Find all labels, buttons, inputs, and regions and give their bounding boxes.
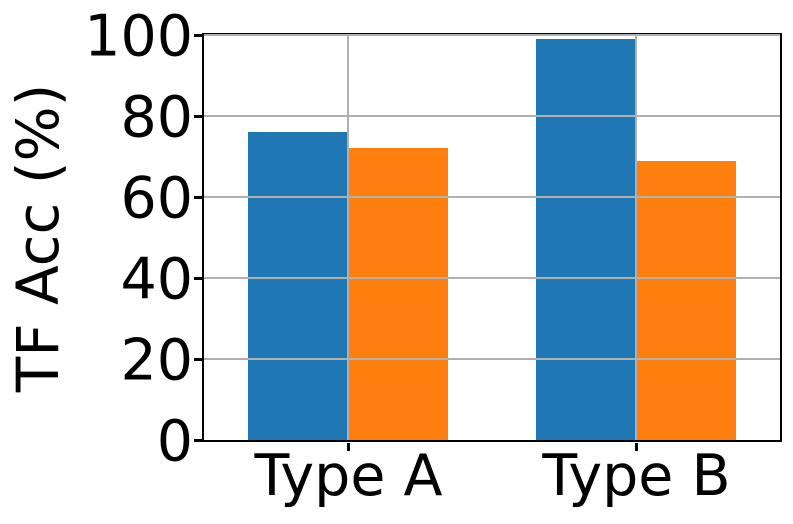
gridline-h-20 bbox=[204, 358, 780, 360]
x-tick-mark-type-b bbox=[635, 443, 638, 451]
x-tick-mark-type-a bbox=[347, 443, 350, 451]
x-tick-label-type-a: Type A bbox=[254, 443, 443, 509]
y-tick-mark-80 bbox=[194, 115, 202, 118]
gridline-h-60 bbox=[204, 196, 780, 198]
gridline-v-type-b bbox=[635, 35, 637, 440]
y-tick-label-80: 80 bbox=[120, 84, 193, 150]
y-tick-mark-100 bbox=[194, 34, 202, 37]
y-tick-mark-40 bbox=[194, 277, 202, 280]
y-tick-label-40: 40 bbox=[120, 246, 193, 312]
y-tick-mark-0 bbox=[194, 439, 202, 442]
y-tick-mark-20 bbox=[194, 358, 202, 361]
gridline-v-type-a bbox=[347, 35, 349, 440]
gridline-h-40 bbox=[204, 277, 780, 279]
y-tick-label-20: 20 bbox=[120, 327, 193, 393]
bar-type-a-blue bbox=[248, 132, 348, 440]
bar-type-a-orange bbox=[348, 148, 448, 440]
y-tick-mark-60 bbox=[194, 196, 202, 199]
y-tick-label-0: 0 bbox=[156, 408, 193, 474]
y-tick-label-60: 60 bbox=[120, 165, 193, 231]
x-tick-label-type-b: Type B bbox=[542, 443, 731, 509]
gridline-h-80 bbox=[204, 115, 780, 117]
y-tick-label-100: 100 bbox=[84, 3, 193, 69]
bar-type-b-orange bbox=[636, 160, 736, 440]
bar-type-b-blue bbox=[536, 39, 636, 440]
plot-area bbox=[202, 33, 782, 442]
gridline-h-100 bbox=[204, 34, 780, 36]
